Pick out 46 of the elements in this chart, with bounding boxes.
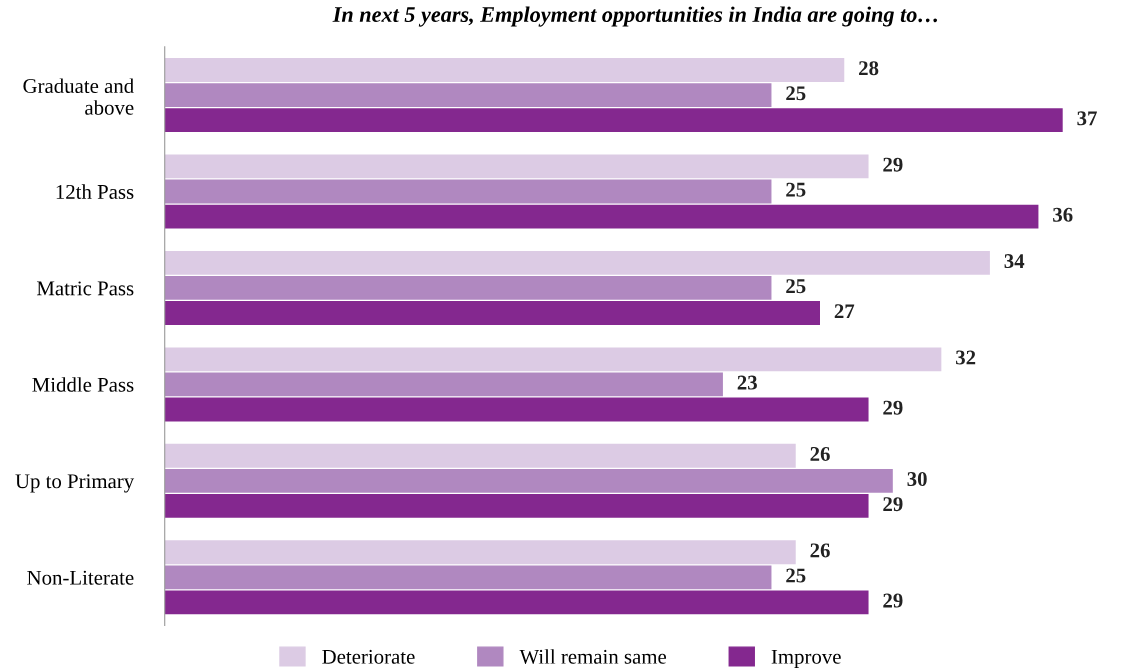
legend-label: Deteriorate (322, 649, 415, 664)
legend-label: Improve (771, 649, 841, 669)
bar (164, 250, 990, 275)
bar (164, 108, 1063, 133)
bar (164, 372, 723, 397)
data-label: 32 (956, 350, 976, 365)
bar (164, 179, 772, 204)
bar (164, 443, 796, 468)
data-label: 29 (883, 593, 903, 608)
data-label: 27 (834, 304, 855, 319)
y-tick-label: Non-Literate (27, 570, 134, 585)
data-label: 37 (1077, 111, 1097, 126)
bar (164, 540, 796, 565)
data-label: 25 (786, 86, 806, 101)
y-tick-label: Up to Primary (15, 474, 135, 493)
bar (164, 301, 820, 325)
data-label: 29 (883, 497, 903, 512)
data-label: 26 (810, 446, 830, 461)
data-label: 25 (786, 568, 806, 583)
y-tick-label: 12th Pass (56, 184, 134, 199)
bar (164, 58, 845, 82)
chart-title: In next 5 years, Employment opportunities in India are going to… (332, 6, 937, 27)
data-label: 34 (1004, 254, 1025, 269)
y-tick-label: Middle Pass (32, 377, 134, 392)
y-tick-label: Graduate and above (23, 78, 134, 115)
bar (164, 154, 869, 179)
bar (164, 468, 893, 493)
data-label: 29 (883, 157, 903, 172)
bar (164, 83, 772, 107)
y-tick-label: Matric Pass (36, 281, 134, 296)
bar (164, 397, 869, 422)
data-label: 36 (1053, 207, 1073, 222)
data-label: 25 (786, 182, 806, 197)
bar (164, 590, 869, 615)
bar (164, 494, 869, 518)
data-label: 26 (810, 543, 830, 558)
legend-label: Will remain same (519, 649, 667, 664)
data-label: 30 (907, 472, 927, 487)
data-label: 25 (786, 279, 806, 294)
bar (164, 565, 772, 590)
bar (164, 276, 772, 300)
data-label: 29 (883, 400, 903, 415)
data-label: 23 (737, 375, 757, 390)
data-label: 28 (859, 61, 879, 76)
bar (164, 347, 942, 372)
bar (164, 204, 1039, 229)
